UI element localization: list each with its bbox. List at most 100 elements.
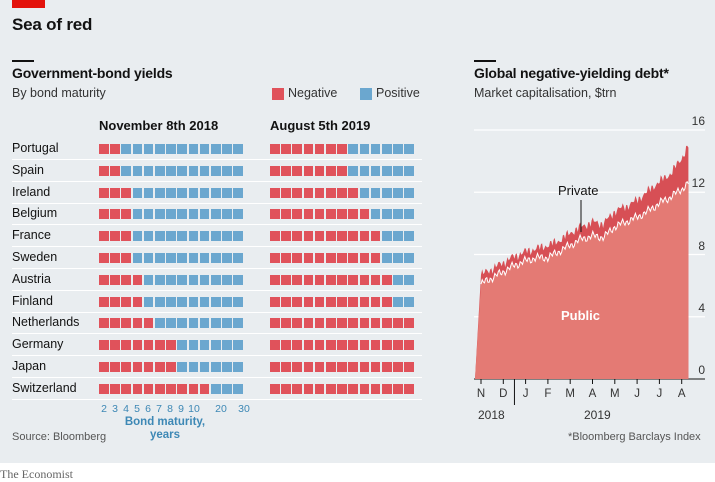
y-tick-label: 0	[698, 363, 705, 377]
positive-cell	[188, 144, 199, 154]
positive-cell	[132, 187, 143, 198]
positive-cell	[155, 187, 165, 198]
positive-cell	[222, 231, 232, 242]
positive-cell	[199, 231, 210, 242]
negative-cell	[337, 144, 347, 154]
maturity-tick-label: 5	[134, 403, 140, 415]
negative-cell	[177, 383, 187, 394]
negative-cell	[359, 318, 370, 329]
maturity-tick-label: 20	[215, 403, 227, 415]
positive-cell	[393, 165, 403, 176]
country-label: Japan	[12, 359, 47, 373]
negative-cell	[270, 362, 280, 372]
positive-cell	[199, 340, 210, 351]
positive-cell	[348, 144, 358, 154]
positive-cell	[166, 187, 176, 198]
negative-cell	[110, 209, 120, 220]
positive-cell	[382, 187, 392, 198]
negative-cell	[382, 296, 392, 307]
positive-cell	[233, 274, 243, 285]
negative-cell	[281, 253, 291, 263]
negative-cell	[314, 340, 325, 351]
positive-cell	[222, 144, 232, 154]
negative-cell	[337, 362, 347, 372]
negative-cell	[393, 340, 403, 351]
negative-cell	[314, 187, 325, 198]
positive-cell	[199, 209, 210, 220]
x-tick-label: A	[677, 388, 686, 400]
country-label: Finland	[12, 293, 53, 308]
positive-cell	[233, 340, 243, 351]
positive-cell	[132, 231, 143, 242]
negative-cell	[303, 274, 314, 285]
negative-cell	[303, 383, 314, 394]
negative-cell	[303, 144, 314, 154]
negative-cell	[404, 362, 414, 372]
negative-cell	[303, 318, 314, 329]
positive-cell	[211, 144, 221, 154]
negative-cell	[99, 296, 109, 307]
negative-cell	[270, 231, 280, 242]
negative-cell	[348, 253, 358, 263]
page-title: Sea of red	[12, 15, 93, 34]
negative-cell	[337, 209, 347, 220]
positive-cell	[188, 340, 199, 351]
positive-cell	[211, 209, 221, 220]
negative-cell	[382, 340, 392, 351]
x-tick-label: M	[610, 388, 620, 400]
negative-cell	[155, 340, 165, 351]
negative-cell	[370, 296, 381, 307]
negative-cell	[99, 340, 109, 351]
positive-cell	[211, 383, 221, 394]
positive-cell	[177, 144, 187, 154]
positive-cell	[143, 296, 154, 307]
negative-cell	[281, 144, 291, 154]
negative-cell	[166, 362, 176, 372]
x-tick-label: D	[499, 388, 508, 400]
negative-cell	[348, 209, 358, 220]
panel-date-2019: August 5th 2019	[270, 118, 371, 133]
negative-cell	[359, 383, 370, 394]
public-annotation: Public	[561, 308, 601, 323]
positive-cell	[393, 209, 403, 220]
positive-cell	[121, 144, 131, 154]
y-tick-label: 16	[691, 114, 705, 128]
negative-cell	[270, 187, 280, 198]
negative-cell	[326, 209, 336, 220]
negative-cell	[370, 231, 381, 242]
country-label: Portugal	[12, 141, 59, 155]
negative-cell	[337, 231, 347, 242]
negative-cell	[337, 340, 347, 351]
chart-rule	[12, 60, 34, 62]
positive-cell	[233, 362, 243, 372]
x-tick-label: N	[476, 388, 486, 400]
negative-cell	[110, 274, 120, 285]
positive-cell	[222, 209, 232, 220]
positive-cell	[188, 231, 199, 242]
positive-cell	[155, 231, 165, 242]
positive-cell	[121, 165, 131, 176]
positive-cell	[370, 209, 381, 220]
negative-cell	[143, 318, 154, 329]
positive-cell	[393, 274, 403, 285]
row-divider	[12, 398, 422, 400]
negative-cell	[121, 318, 131, 329]
maturity-tick-label: 30	[238, 403, 250, 415]
maturity-axis-title-text: Bond maturity,	[124, 416, 206, 428]
heatmap-subtitle: By bond maturity	[12, 86, 106, 100]
negative-cell	[303, 209, 314, 220]
negative-cell	[281, 187, 291, 198]
negative-cell	[303, 296, 314, 307]
negative-cell	[370, 274, 381, 285]
negative-cell	[99, 362, 109, 372]
positive-cell	[143, 187, 154, 198]
maturity-tick-label: 2	[101, 403, 107, 415]
negative-cell	[281, 165, 291, 176]
negative-cell	[132, 318, 143, 329]
negative-cell	[121, 362, 131, 372]
negative-cell	[314, 209, 325, 220]
country-label: Belgium	[12, 206, 58, 221]
negative-cell	[393, 318, 403, 329]
positive-cell	[132, 144, 143, 154]
negative-cell	[281, 318, 291, 329]
